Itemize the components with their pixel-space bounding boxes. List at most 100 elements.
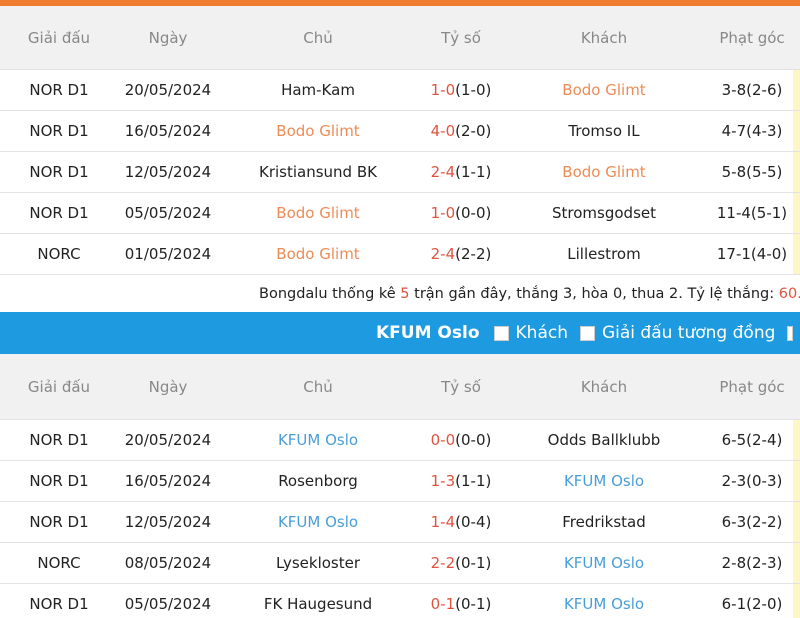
table-row[interactable]: NOR D1 20/05/2024 Ham-Kam 1-0(1-0) Bodo Glim… <box>0 70 800 111</box>
cell-score: 1-0(0-0) <box>418 204 504 222</box>
full-time-score: 2-4 <box>430 163 456 181</box>
summary-middle: trận gần đây, thắng 3, hòa 0, thua 2. Tỷ… <box>409 286 779 302</box>
table-row[interactable]: NOR D1 05/05/2024 FK Haugesund 0-1(0-1) KFUM… <box>0 584 800 618</box>
cell-league: NORC <box>37 554 81 572</box>
full-time-score: 2-4 <box>430 245 456 263</box>
header-score: Tỷ số <box>441 377 481 396</box>
cell-home-team[interactable]: Kristiansund BK <box>259 163 377 181</box>
summary-win-rate: 60.0% <box>778 286 800 302</box>
cell-away-team[interactable]: Bodo Glimt <box>562 81 646 99</box>
half-time-score: (2-2) <box>455 245 492 263</box>
checkbox-extra[interactable] <box>787 325 793 341</box>
table-row[interactable]: NOR D1 16/05/2024 Rosenborg 1-3(1-1) KFUM Os… <box>0 461 800 502</box>
cell-league: NOR D1 <box>29 472 89 490</box>
table-row[interactable]: NORC 08/05/2024 Lysekloster 2-2(0-1) KFUM Os… <box>0 543 800 584</box>
cell-date: 16/05/2024 <box>124 122 212 140</box>
cell-score: 1-4(0-4) <box>418 513 504 531</box>
cell-away-team[interactable]: Odds Ballklubb <box>547 431 661 449</box>
full-time-score: 1-0 <box>430 81 456 99</box>
header-home: Chủ <box>303 377 333 396</box>
table-row[interactable]: NORC 01/05/2024 Bodo Glimt 2-4(2-2) Lillestr… <box>0 234 800 275</box>
cell-score: 1-0(1-0) <box>418 81 504 99</box>
cell-away-team[interactable]: Fredrikstad <box>562 513 646 531</box>
summary-count: 5 <box>400 286 410 302</box>
cell-league: NOR D1 <box>29 431 89 449</box>
checkbox-same-league[interactable] <box>579 325 595 341</box>
header-home: Chủ <box>303 28 333 47</box>
filter-same-league-option[interactable]: Giải đấu tương đồng <box>579 323 776 343</box>
cell-away-team[interactable]: KFUM Oslo <box>563 554 645 572</box>
cell-corners: 2-8(2-3) <box>721 554 783 572</box>
full-time-score: 4-0 <box>430 122 456 140</box>
table-row[interactable]: NOR D1 20/05/2024 KFUM Oslo 0-0(0-0) Odds Ba… <box>0 420 800 461</box>
cell-corners: 5-8(5-5) <box>721 163 783 181</box>
cell-corners: 6-1(2-0) <box>721 595 783 613</box>
table-row[interactable]: NOR D1 12/05/2024 KFUM Oslo 1-4(0-4) Fredrik… <box>0 502 800 543</box>
cell-home-team[interactable]: Rosenborg <box>278 472 358 490</box>
cell-home-team[interactable]: FK Haugesund <box>263 595 373 613</box>
cell-home-team[interactable]: Bodo Glimt <box>276 204 360 222</box>
cell-date: 12/05/2024 <box>124 163 212 181</box>
filter-away-option[interactable]: Khách <box>493 323 568 343</box>
cell-home-team[interactable]: Ham-Kam <box>281 81 355 99</box>
checkbox-away[interactable] <box>493 325 509 341</box>
table-row[interactable]: NOR D1 05/05/2024 Bodo Glimt 1-0(0-0) Stroms… <box>0 193 800 234</box>
cell-away-team[interactable]: KFUM Oslo <box>563 595 645 613</box>
stats-summary: Bongdalu thống kê 5 trận gần đây, thắng … <box>0 276 800 312</box>
cell-corners: 11-4(5-1) <box>716 204 788 222</box>
cell-away-team[interactable]: KFUM Oslo <box>563 472 645 490</box>
header-corners: Phạt góc <box>719 28 785 47</box>
header-date: Ngày <box>148 28 188 47</box>
cell-league: NOR D1 <box>29 595 89 613</box>
cell-corners: 3-8(2-6) <box>721 81 783 99</box>
cell-date: 05/05/2024 <box>124 595 212 613</box>
right-highlight-stripe <box>793 420 800 618</box>
cell-corners: 17-1(4-0) <box>716 245 788 263</box>
table-header: Giải đấu Ngày Chủ Tỷ số Khách Phạt góc <box>0 354 800 420</box>
cell-away-team[interactable]: Bodo Glimt <box>562 163 646 181</box>
cell-away-team[interactable]: Lillestrom <box>567 245 641 263</box>
cell-league: NOR D1 <box>29 513 89 531</box>
cell-score: 2-2(0-1) <box>418 554 504 572</box>
cell-league: NOR D1 <box>29 81 89 99</box>
cell-date: 16/05/2024 <box>124 472 212 490</box>
table-row[interactable]: NOR D1 12/05/2024 Kristiansund BK 2-4(1-1) B… <box>0 152 800 193</box>
table-row[interactable]: NOR D1 16/05/2024 Bodo Glimt 4-0(2-0) Tromso… <box>0 111 800 152</box>
cell-away-team[interactable]: Stromsgodset <box>552 204 656 222</box>
cell-score: 2-4(2-2) <box>418 245 504 263</box>
header-corners: Phạt góc <box>719 377 785 396</box>
team-name: KFUM Oslo <box>376 323 480 343</box>
cell-date: 08/05/2024 <box>124 554 212 572</box>
cell-away-team[interactable]: Tromso IL <box>568 122 640 140</box>
half-time-score: (1-1) <box>455 163 492 181</box>
right-highlight-stripe <box>793 70 800 275</box>
half-time-score: (0-1) <box>455 554 492 572</box>
cell-date: 12/05/2024 <box>124 513 212 531</box>
half-time-score: (0-1) <box>455 595 492 613</box>
cell-score: 2-4(1-1) <box>418 163 504 181</box>
full-time-score: 2-2 <box>430 554 456 572</box>
cell-corners: 4-7(4-3) <box>721 122 783 140</box>
recent-matches-table-bodo: Giải đấu Ngày Chủ Tỷ số Khách Phạt góc N… <box>0 6 800 275</box>
cell-home-team[interactable]: Lysekloster <box>275 554 361 572</box>
cell-home-team[interactable]: KFUM Oslo <box>277 513 359 531</box>
filter-same-league-label: Giải đấu tương đồng <box>601 323 776 343</box>
cell-score: 0-1(0-1) <box>418 595 504 613</box>
recent-matches-table-kfum: Giải đấu Ngày Chủ Tỷ số Khách Phạt góc N… <box>0 354 800 618</box>
cell-league: NOR D1 <box>29 163 89 181</box>
half-time-score: (0-4) <box>455 513 492 531</box>
cell-score: 0-0(0-0) <box>418 431 504 449</box>
cell-corners: 2-3(0-3) <box>721 472 783 490</box>
cell-home-team[interactable]: KFUM Oslo <box>277 431 359 449</box>
team-filter-bar: KFUM Oslo Khách Giải đấu tương đồng <box>0 312 800 354</box>
cell-league: NOR D1 <box>29 122 89 140</box>
cell-home-team[interactable]: Bodo Glimt <box>276 245 360 263</box>
cell-score: 4-0(2-0) <box>418 122 504 140</box>
half-time-score: (1-1) <box>455 472 492 490</box>
half-time-score: (1-0) <box>455 81 492 99</box>
cell-date: 05/05/2024 <box>124 204 212 222</box>
cell-home-team[interactable]: Bodo Glimt <box>276 122 360 140</box>
header-league: Giải đấu <box>27 377 91 396</box>
half-time-score: (0-0) <box>455 204 492 222</box>
half-time-score: (0-0) <box>455 431 492 449</box>
